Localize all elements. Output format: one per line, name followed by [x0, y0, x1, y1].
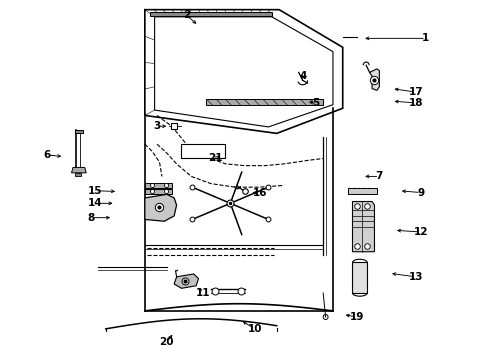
Bar	[145, 183, 172, 188]
Bar	[181, 144, 225, 158]
Text: 13: 13	[409, 272, 423, 282]
Text: 4: 4	[300, 71, 307, 81]
Text: 19: 19	[350, 312, 365, 322]
Text: 2: 2	[183, 10, 190, 20]
Polygon shape	[174, 274, 198, 288]
Text: 15: 15	[88, 186, 102, 196]
Text: 5: 5	[312, 98, 319, 108]
Polygon shape	[75, 173, 81, 176]
Polygon shape	[72, 167, 86, 173]
Polygon shape	[206, 99, 323, 105]
Text: 14: 14	[88, 198, 102, 208]
Text: 10: 10	[247, 324, 262, 334]
Text: 8: 8	[87, 213, 95, 222]
Polygon shape	[75, 130, 83, 134]
Text: 11: 11	[196, 288, 211, 298]
Text: 6: 6	[44, 150, 51, 160]
Bar	[352, 262, 367, 293]
Bar	[347, 188, 377, 194]
Polygon shape	[369, 69, 379, 90]
Bar	[145, 189, 172, 194]
Text: 3: 3	[153, 121, 161, 131]
Text: 17: 17	[409, 87, 423, 97]
Polygon shape	[155, 17, 333, 127]
Text: 1: 1	[422, 33, 429, 43]
Text: 20: 20	[160, 337, 174, 347]
Polygon shape	[145, 194, 176, 221]
Text: 18: 18	[409, 98, 423, 108]
Text: 21: 21	[208, 153, 223, 163]
Text: 7: 7	[376, 171, 383, 181]
Text: 12: 12	[414, 227, 428, 237]
Text: 9: 9	[417, 188, 424, 198]
Text: 16: 16	[252, 188, 267, 198]
Polygon shape	[352, 202, 374, 252]
Polygon shape	[150, 12, 272, 16]
